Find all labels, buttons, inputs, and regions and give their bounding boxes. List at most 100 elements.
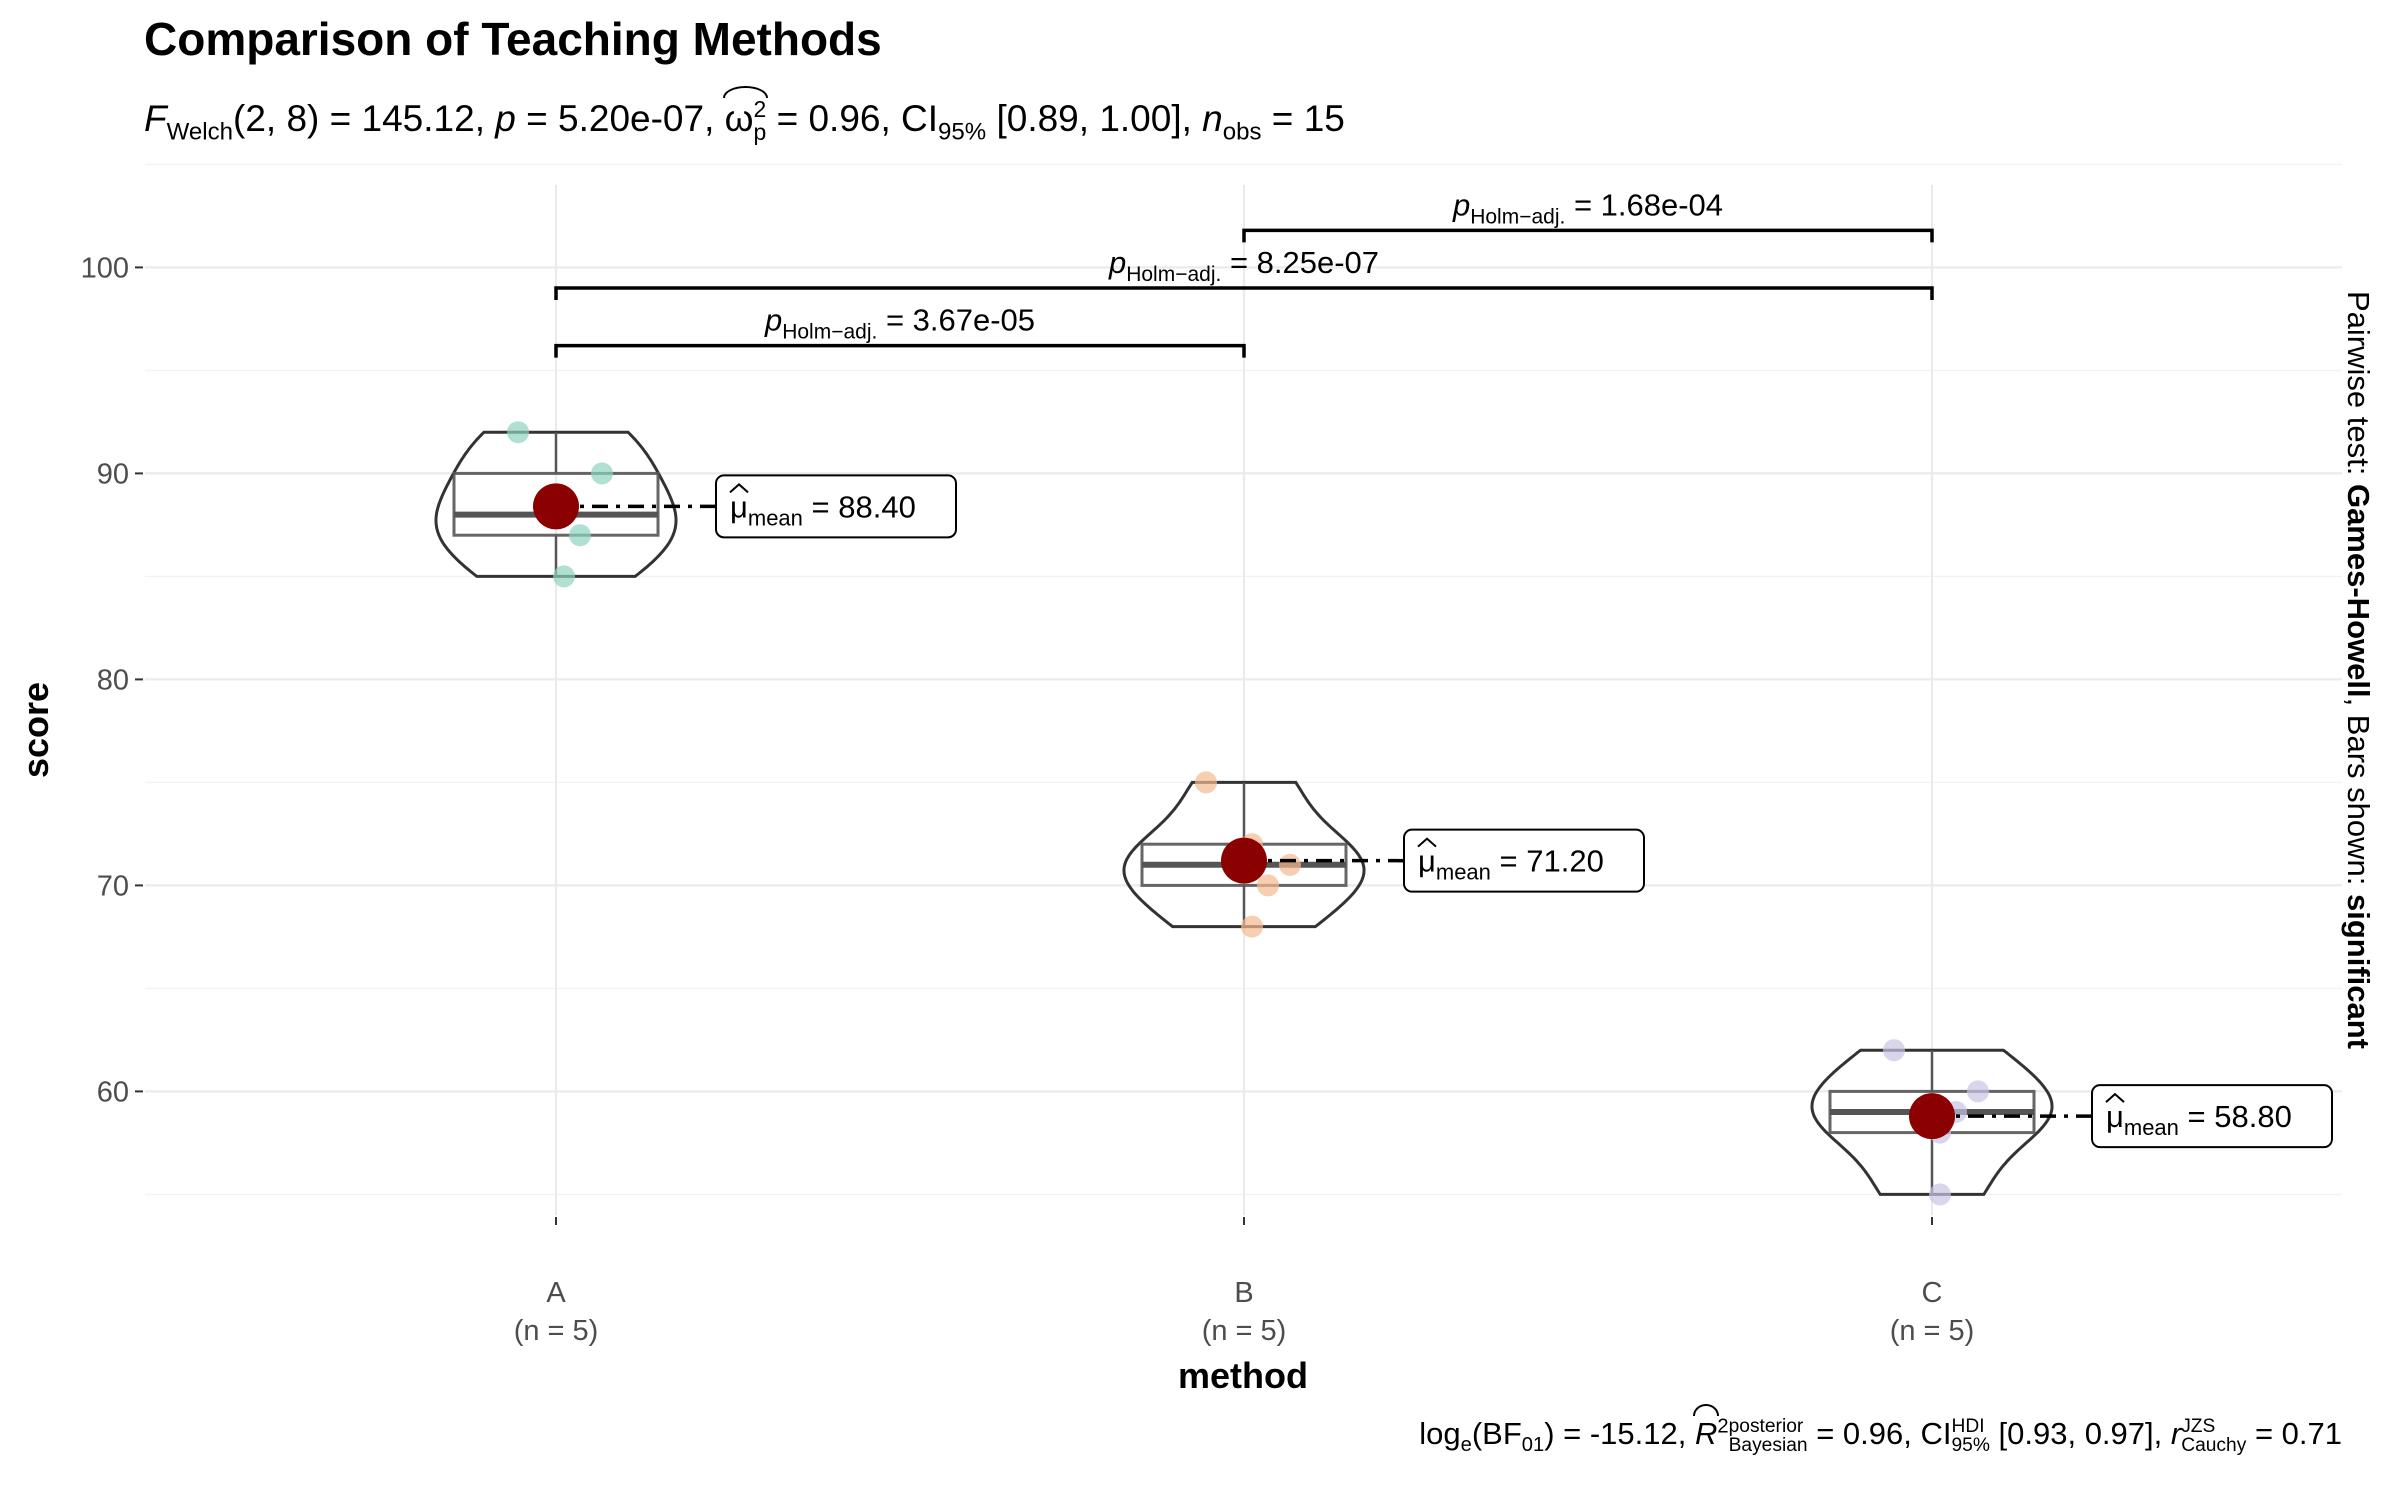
subtitle-p-symbol: p [495,98,516,139]
subtitle-stat-sub: Welch [166,118,233,146]
bracket-line [554,286,1934,300]
caption-r-scripts: JZS Cauchy [2181,1415,2247,1456]
x-axis-title: method [1178,1355,1308,1396]
violin-groups: μmean = 88.40 μmean = 71.20 μmean = 58.80 [434,421,2333,1206]
caption-r-value: = 0.71 [2246,1416,2342,1451]
x-tick-n-label: (n = 5) [514,1315,599,1347]
subtitle-n-sub: obs [1222,118,1262,146]
y-axis-title: score [15,682,56,778]
mean-label: μmean = 88.40 [730,489,916,530]
data-point [553,565,575,588]
y-tick-label: 60 [97,1076,129,1108]
subtitle-ci-sub: 95% [938,118,987,146]
mean-hat [729,483,749,494]
side-label-shown: significant [2341,894,2376,1049]
caption-ci-bottom: 95% [1951,1434,1990,1456]
caption-ci-top: HDI [1951,1415,1985,1437]
data-point [1929,1183,1951,1206]
subtitle-es-value: = 0.96, CI [766,98,939,139]
y-tick-label: 100 [81,252,129,284]
caption-r2-symbol: R [1692,1404,1720,1451]
caption-bf-paren: (BF [1471,1416,1522,1451]
y-tick-label: 90 [97,458,129,490]
mean-point [1909,1093,1955,1140]
chart-title: Comparison of Teaching Methods [144,13,882,65]
caption-r2-top: posterior [1728,1415,1804,1437]
side-label-test: Games-Howell [2341,484,2376,698]
x-tick-label: B [1234,1277,1253,1309]
caption-r2-value: = 0.96, CI [1807,1416,1952,1451]
violin-outline [1122,780,1366,929]
mean-hat [2105,1092,2125,1103]
pairwise-test-note: Pairwise test: Games-Howell, Bars shown:… [2341,291,2376,1049]
y-tick-label: 70 [97,870,129,902]
subtitle-n-value: = 15 [1261,98,1345,139]
bracket-line [1242,228,1934,243]
subtitle-es-sub: p [753,119,767,146]
subtitle-stat-value: = 145.12, [319,98,496,139]
data-point [1883,1039,1905,1062]
data-point [1257,874,1279,897]
x-tick-label: A [546,1277,566,1309]
caption-ci-scripts: HDI 95% [1951,1415,1990,1456]
caption-r-bottom: Cauchy [2181,1434,2247,1456]
side-label-prefix: Pairwise test: [2341,291,2376,484]
data-point [1195,771,1217,794]
mean-label-box [715,474,957,539]
mean-label-box [2091,1084,2333,1149]
subtitle-es-sup: 2 [753,96,767,123]
mean-label: μmean = 58.80 [2106,1099,2292,1140]
caption-bf-text: log [1419,1416,1461,1451]
bracket-label: pHolm−adj. = 1.68e-04 [1452,187,1723,228]
caption-bf-paren-sub: 01 [1521,1434,1545,1457]
caption-bf-sub: e [1460,1434,1472,1457]
x-tick-label: C [1922,1277,1943,1309]
subtitle-ci-value: [0.89, 1.00], [986,98,1203,139]
data-point [1967,1080,1989,1103]
subtitle-n-symbol: n [1202,98,1223,139]
bracket-line [554,343,1246,358]
caption-r-top: JZS [2181,1415,2216,1437]
mean-label: μmean = 71.20 [1418,844,1604,885]
bracket-label: pHolm−adj. = 8.25e-07 [1108,245,1379,286]
data-point [1241,915,1263,938]
mean-point [533,483,579,530]
mean-hat [1417,837,1437,848]
violin-outline [434,430,678,578]
data-point [569,524,591,547]
data-point [1279,853,1301,876]
violin-group-A: μmean = 88.40 [434,421,957,588]
caption-ci-value: [0.93, 0.97], [1989,1416,2171,1451]
caption-r2-sup: 2 [1717,1415,1729,1438]
caption-r2-bottom: Bayesian [1728,1434,1808,1456]
y-axis: 60 70 80 90 100 [81,252,143,1108]
data-point [591,462,613,485]
caption-r2-scripts: posterior Bayesian [1728,1415,1808,1456]
pairwise-bracket-AB: pHolm−adj. = 3.67e-05 [554,303,1246,358]
x-tick-n-label: (n = 5) [1890,1315,1975,1347]
x-tick-n-label: (n = 5) [1202,1315,1287,1347]
side-label-middle: , Bars shown: [2341,698,2376,894]
pairwise-brackets: pHolm−adj. = 1.68e-04 pHolm−adj. = 8.25e-… [554,187,1934,358]
mean-point [1221,837,1267,884]
caption-r-symbol: r [2170,1416,2182,1451]
bracket-label: pHolm−adj. = 3.67e-05 [764,303,1035,344]
subtitle-df: (2, 8) [233,98,320,139]
violin-group-C: μmean = 58.80 [1810,1039,2333,1206]
y-tick-label: 80 [97,664,129,696]
subtitle-es-symbol: ω [724,98,754,139]
pairwise-bracket-BC: pHolm−adj. = 1.68e-04 [1242,187,1934,243]
subtitle-p-value: = 5.20e-07, [515,98,725,139]
bayesian-caption: loge(BF01) = -15.12, R2 posterior Bayesian… [1419,1404,2342,1457]
caption-bf-value: ) = -15.12, [1544,1416,1695,1451]
violin-outline [1810,1048,2054,1196]
mean-label-box [1403,828,1645,893]
x-axis: A (n = 5) B (n = 5) C (n = 5) [514,1217,1975,1347]
subtitle-stat-symbol: F [144,98,167,139]
violin-group-B: μmean = 71.20 [1122,771,1645,938]
pairwise-bracket-AC: pHolm−adj. = 8.25e-07 [554,245,1934,300]
